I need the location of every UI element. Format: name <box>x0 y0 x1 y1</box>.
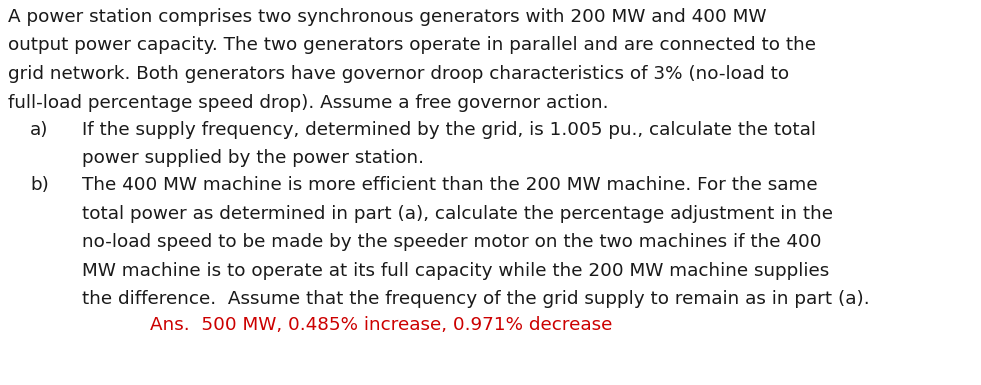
Text: Ans.  500 MW, 0.485% increase, 0.971% decrease: Ans. 500 MW, 0.485% increase, 0.971% dec… <box>150 316 612 334</box>
Text: full-load percentage speed drop). Assume a free governor action.: full-load percentage speed drop). Assume… <box>8 94 608 112</box>
Text: output power capacity. The two generators operate in parallel and are connected : output power capacity. The two generator… <box>8 37 816 55</box>
Text: grid network. Both generators have governor droop characteristics of 3% (no-load: grid network. Both generators have gover… <box>8 65 789 83</box>
Text: no-load speed to be made by the speeder motor on the two machines if the 400: no-load speed to be made by the speeder … <box>82 233 821 251</box>
Text: total power as determined in part (a), calculate the percentage adjustment in th: total power as determined in part (a), c… <box>82 205 833 223</box>
Text: b): b) <box>30 176 49 194</box>
Text: the difference.  Assume that the frequency of the grid supply to remain as in pa: the difference. Assume that the frequenc… <box>82 290 869 308</box>
Text: If the supply frequency, determined by the grid, is 1.005 pu., calculate the tot: If the supply frequency, determined by t… <box>82 121 816 139</box>
Text: The 400 MW machine is more efficient than the 200 MW machine. For the same: The 400 MW machine is more efficient tha… <box>82 176 817 194</box>
Text: A power station comprises two synchronous generators with 200 MW and 400 MW: A power station comprises two synchronou… <box>8 8 766 26</box>
Text: a): a) <box>30 121 48 139</box>
Text: power supplied by the power station.: power supplied by the power station. <box>82 149 424 167</box>
Text: MW machine is to operate at its full capacity while the 200 MW machine supplies: MW machine is to operate at its full cap… <box>82 262 829 280</box>
